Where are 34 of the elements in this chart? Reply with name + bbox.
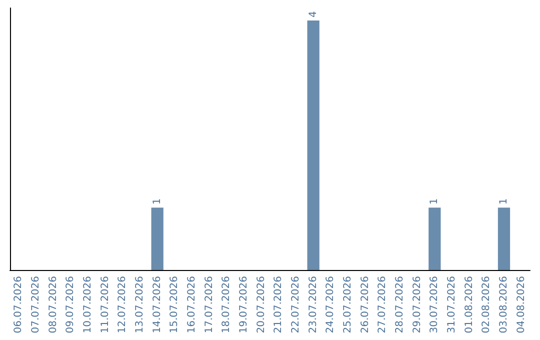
x-tick-label: 28.07.2026 bbox=[394, 276, 406, 334]
x-tick-label: 16.07.2026 bbox=[186, 276, 198, 334]
x-tick-label: 12.07.2026 bbox=[117, 276, 128, 334]
x-tick-label: 29.07.2026 bbox=[412, 276, 423, 334]
x-tick-label: 10.07.2026 bbox=[82, 276, 94, 334]
x-tick-label: 24.07.2026 bbox=[325, 276, 336, 334]
x-tick-label: 20.07.2026 bbox=[256, 276, 267, 334]
x-tick-label: 23.07.2026 bbox=[308, 276, 319, 334]
x-tick-label: 22.07.2026 bbox=[290, 276, 302, 334]
data-label: 1 bbox=[498, 198, 510, 205]
data-label: 1 bbox=[429, 198, 440, 205]
data-label: 4 bbox=[308, 11, 319, 18]
x-tick-label: 21.07.2026 bbox=[273, 276, 284, 334]
x-tick-label: 08.07.2026 bbox=[48, 276, 59, 334]
x-tick-label: 06.07.2026 bbox=[13, 276, 24, 334]
x-tick-label: 15.07.2026 bbox=[169, 276, 180, 334]
x-tick-label: 25.07.2026 bbox=[342, 276, 354, 334]
x-tick-label: 14.07.2026 bbox=[152, 276, 163, 334]
x-tick-label: 18.07.2026 bbox=[221, 276, 232, 334]
x-tick-label: 19.07.2026 bbox=[238, 276, 250, 334]
x-tick-label: 26.07.2026 bbox=[360, 276, 371, 334]
x-tick-label: 11.07.2026 bbox=[100, 276, 111, 334]
x-tick-label: 27.07.2026 bbox=[377, 276, 388, 334]
x-tick-label: 09.07.2026 bbox=[65, 276, 76, 334]
x-tick-label: 31.07.2026 bbox=[446, 276, 458, 334]
x-tick-label: 30.07.2026 bbox=[429, 276, 440, 334]
x-tick-label: 01.08.2026 bbox=[464, 276, 475, 334]
x-tick-label: 13.07.2026 bbox=[134, 276, 146, 334]
data-label: 1 bbox=[152, 198, 163, 205]
x-tick-label: 03.08.2026 bbox=[498, 276, 510, 334]
x-tick-label: 02.08.2026 bbox=[481, 276, 492, 334]
x-tick-label: 04.08.2026 bbox=[516, 276, 527, 334]
x-tick-label: 17.07.2026 bbox=[204, 276, 215, 334]
x-tick-label: 07.07.2026 bbox=[30, 276, 42, 334]
